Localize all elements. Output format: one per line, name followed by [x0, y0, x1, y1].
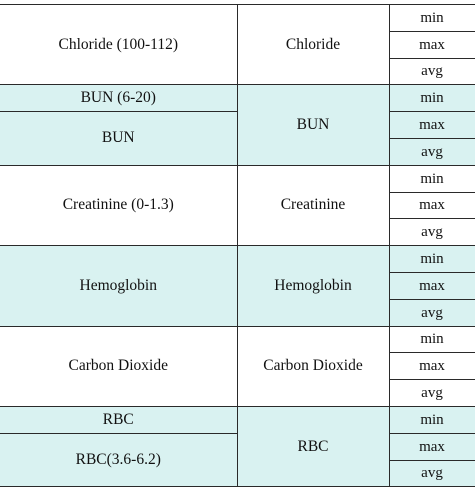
stat-cell: min [388, 164, 475, 193]
table-row: RBC RBC min [0, 405, 475, 488]
table-row: Creatinine (0-1.3) Creatinine min [0, 164, 475, 247]
stat-cell: avg [388, 379, 475, 407]
range-label-cell: RBC(3.6-6.2) [0, 432, 238, 488]
table-row: BUN max [0, 111, 475, 166]
range-label-cell: Chloride (100-112) [0, 3, 238, 86]
stat-cell: avg [388, 298, 475, 327]
variable-name-cell: Creatinine [236, 164, 390, 247]
table-row: Carbon Dioxide Carbon Dioxide min [0, 325, 475, 407]
stat-cell: min [388, 245, 475, 273]
stat-cell: max [388, 191, 475, 220]
stat-cell: max [388, 111, 475, 139]
table-row: Hemoglobin Hemoglobin min [0, 245, 475, 327]
table-row: avg [0, 298, 475, 327]
variable-name-cell: Hemoglobin [236, 245, 390, 327]
range-label-cell: BUN [0, 111, 238, 166]
stat-cell: max [388, 271, 475, 300]
variable-name-cell: Carbon Dioxide [236, 325, 390, 407]
range-label-cell: Creatinine (0-1.3) [0, 164, 238, 247]
stat-cell: max [388, 352, 475, 381]
stat-cell: min [388, 4, 475, 32]
stat-cell: max [388, 30, 475, 59]
range-label-cell: BUN (6-20) [0, 84, 238, 113]
stat-cell: max [388, 432, 475, 461]
stat-cell: min [388, 84, 475, 113]
variable-name-cell: RBC [236, 405, 390, 488]
table-row: avg [0, 459, 475, 488]
range-label-cell: Hemoglobin [0, 245, 238, 327]
lab-values-table: Chloride (100-112) Chloride min max avg … [0, 3, 475, 488]
table-row: avg [0, 379, 475, 407]
stat-cell: avg [388, 459, 475, 488]
stat-cell: avg [388, 137, 475, 166]
variable-name-cell: Chloride [236, 3, 390, 86]
range-label-cell: RBC [0, 405, 238, 434]
stat-cell: avg [388, 218, 475, 247]
range-label-cell: Carbon Dioxide [0, 325, 238, 407]
variable-name-cell: BUN [236, 84, 390, 166]
table-row: Chloride (100-112) Chloride min [0, 3, 475, 86]
table-row: max [0, 30, 475, 59]
table-row: RBC(3.6-6.2) max [0, 432, 475, 488]
table-row: avg [0, 218, 475, 247]
table-row: max [0, 271, 475, 300]
table-row: avg [0, 57, 475, 86]
stat-cell: avg [388, 57, 475, 86]
stat-cell: min [388, 325, 475, 354]
stat-cell: min [388, 405, 475, 434]
table-row: max [0, 352, 475, 381]
table-row: BUN (6-20) BUN min [0, 84, 475, 166]
